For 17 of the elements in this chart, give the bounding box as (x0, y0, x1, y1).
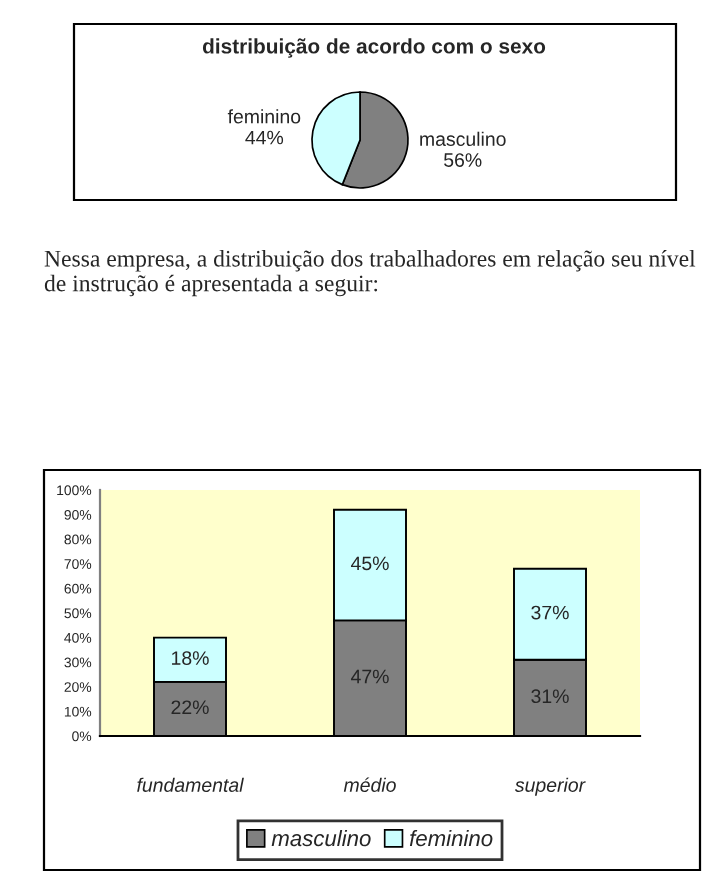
legend-label: masculino (271, 829, 371, 847)
slice-label: masculino (420, 131, 506, 146)
data-label: 22% (171, 700, 209, 715)
x-tick-label: médio (343, 777, 396, 792)
slice-label: feminino (227, 109, 301, 124)
text: Nessa empresa, a distribuição dos trabalhadores em relação seu nível de instrução é apresentada a seguir: (44, 250, 696, 297)
data-label: 56% (444, 153, 482, 167)
data-label: 47% (350, 669, 389, 684)
chart-title: distribuição de acordo com o sexo (202, 38, 546, 58)
legend-label: feminino (409, 829, 493, 847)
data-label: 45% (350, 556, 389, 571)
data-label: 44% (245, 130, 284, 145)
data-label: 37% (531, 605, 569, 620)
data-label: 18% (172, 651, 209, 665)
data-label: 31% (531, 689, 569, 704)
x-tick-label: superior (514, 777, 586, 796)
x-tick-label: fundamental (137, 777, 244, 792)
